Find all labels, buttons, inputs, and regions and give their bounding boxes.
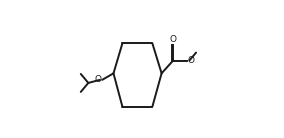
Text: O: O xyxy=(187,56,195,65)
Text: O: O xyxy=(170,35,177,44)
Text: O: O xyxy=(95,75,101,84)
